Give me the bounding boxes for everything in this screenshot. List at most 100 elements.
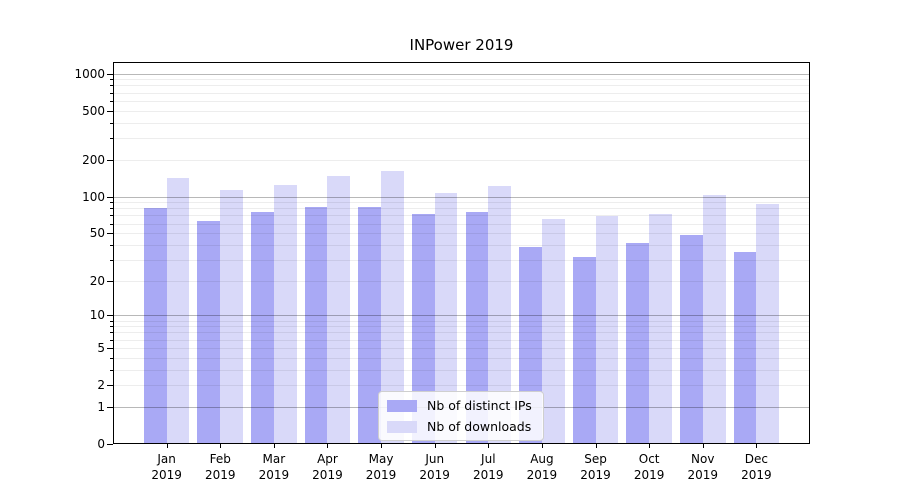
bar-nb-of-distinct-ips-apr bbox=[304, 207, 328, 443]
y-minor-tick-mark bbox=[110, 223, 113, 225]
bar-nb-of-downloads-aug bbox=[541, 219, 565, 443]
x-tick-month: Dec bbox=[744, 452, 768, 466]
x-tick-mark bbox=[649, 444, 651, 448]
y-tick-label: 0 bbox=[97, 437, 105, 451]
x-tick-label-may: May 2019 bbox=[351, 451, 411, 483]
y-tick-mark bbox=[107, 406, 113, 408]
y-minor-tick-mark bbox=[110, 357, 113, 359]
y-tick-label: 5 bbox=[97, 340, 105, 355]
y-minor-tick-mark bbox=[110, 369, 113, 371]
x-tick-month: Apr bbox=[317, 452, 338, 466]
bar-nb-of-downloads-oct bbox=[649, 213, 672, 443]
y-minor-tick-mark bbox=[110, 208, 113, 210]
y-minor-tick-mark bbox=[110, 326, 113, 328]
x-tick-month: Jun bbox=[425, 452, 445, 466]
x-tick-label-nov: Nov 2019 bbox=[673, 451, 733, 483]
minor-gridline bbox=[114, 385, 809, 387]
x-tick-mark bbox=[381, 444, 383, 448]
x-tick-label-feb: Feb 2019 bbox=[190, 451, 250, 483]
x-tick-month: Oct bbox=[638, 452, 660, 466]
y-tick-mark bbox=[107, 73, 113, 75]
bar-nb-of-distinct-ips-jun bbox=[411, 213, 435, 443]
plot-area bbox=[113, 62, 810, 444]
major-gridline bbox=[114, 73, 809, 75]
bar-nb-of-distinct-ips-may bbox=[358, 206, 382, 443]
y-minor-tick-mark bbox=[110, 215, 113, 217]
x-tick-mark bbox=[756, 444, 758, 448]
y-tick-mark bbox=[107, 444, 113, 445]
bar-nb-of-downloads-feb bbox=[220, 190, 243, 443]
minor-gridline bbox=[114, 339, 809, 341]
y-minor-tick-mark bbox=[110, 280, 113, 282]
bar-nb-of-downloads-nov bbox=[702, 195, 726, 443]
minor-gridline bbox=[114, 92, 809, 94]
y-minor-tick-mark bbox=[110, 339, 113, 341]
x-tick-month: Jan bbox=[157, 452, 176, 466]
x-tick-label-dec: Dec 2019 bbox=[726, 451, 786, 483]
y-tick-label: 10 bbox=[89, 308, 105, 323]
y-minor-tick-mark bbox=[110, 385, 113, 387]
x-tick-mark bbox=[166, 444, 168, 448]
x-tick-label-mar: Mar 2019 bbox=[244, 451, 304, 483]
x-tick-year: 2019 bbox=[365, 468, 397, 482]
y-tick-label: 200 bbox=[82, 152, 105, 167]
bar-nb-of-distinct-ips-nov bbox=[679, 235, 703, 443]
y-minor-tick-mark bbox=[110, 332, 113, 334]
x-tick-month: Sep bbox=[584, 452, 607, 466]
x-tick-year: 2019 bbox=[473, 468, 504, 482]
y-tick-label: 50 bbox=[89, 226, 105, 241]
y-minor-tick-mark bbox=[110, 202, 113, 204]
x-tick-mark bbox=[220, 444, 222, 448]
minor-gridline bbox=[114, 85, 809, 87]
x-tick-month: May bbox=[368, 452, 394, 466]
x-tick-year: 2019 bbox=[151, 468, 182, 482]
bar-nb-of-distinct-ips-oct bbox=[626, 242, 650, 443]
y-minor-tick-mark bbox=[110, 347, 113, 349]
y-tick-label: 500 bbox=[82, 103, 105, 118]
legend-label-distinct-ips: Nb of distinct IPs bbox=[427, 398, 532, 413]
x-tick-label-jan: Jan 2019 bbox=[137, 451, 197, 483]
x-tick-label-oct: Oct 2019 bbox=[619, 451, 679, 483]
x-tick-label-apr: Apr 2019 bbox=[297, 451, 357, 483]
bar-nb-of-distinct-ips-jul bbox=[465, 212, 489, 443]
minor-gridline bbox=[114, 347, 809, 349]
y-minor-tick-mark bbox=[110, 320, 113, 322]
minor-gridline bbox=[114, 137, 809, 139]
y-tick-label: 1000 bbox=[74, 66, 105, 81]
bar-nb-of-downloads-jan bbox=[166, 178, 190, 443]
y-minor-tick-mark bbox=[110, 259, 113, 261]
major-gridline bbox=[114, 196, 809, 198]
x-tick-month: Nov bbox=[691, 452, 715, 466]
minor-gridline bbox=[114, 223, 809, 225]
y-minor-tick-mark bbox=[110, 110, 113, 112]
bar-nb-of-downloads-may bbox=[381, 170, 404, 443]
x-tick-label-jul: Jul 2019 bbox=[458, 451, 518, 483]
x-tick-year: 2019 bbox=[419, 468, 450, 482]
minor-gridline bbox=[114, 326, 809, 328]
minor-gridline bbox=[114, 233, 809, 235]
bar-nb-of-distinct-ips-dec bbox=[733, 252, 757, 443]
y-tick-label: 100 bbox=[82, 189, 105, 204]
y-minor-tick-mark bbox=[110, 122, 113, 124]
y-minor-tick-mark bbox=[110, 100, 113, 102]
x-tick-mark bbox=[273, 444, 275, 448]
x-tick-month: Mar bbox=[262, 452, 286, 466]
minor-gridline bbox=[114, 332, 809, 334]
minor-gridline bbox=[114, 215, 809, 217]
x-tick-mark bbox=[434, 444, 436, 448]
x-tick-label-sep: Sep 2019 bbox=[566, 451, 626, 483]
bar-nb-of-downloads-mar bbox=[273, 185, 297, 443]
minor-gridline bbox=[114, 369, 809, 371]
y-tick-label: 2 bbox=[97, 378, 105, 393]
legend-swatch-downloads bbox=[387, 420, 417, 433]
bar-nb-of-distinct-ips-feb bbox=[197, 220, 221, 443]
x-tick-mark bbox=[488, 444, 490, 448]
minor-gridline bbox=[114, 79, 809, 81]
y-minor-tick-mark bbox=[110, 79, 113, 81]
minor-gridline bbox=[114, 159, 809, 161]
x-tick-mark bbox=[595, 444, 597, 448]
bar-nb-of-distinct-ips-mar bbox=[251, 212, 274, 443]
minor-gridline bbox=[114, 259, 809, 261]
x-tick-year: 2019 bbox=[687, 468, 719, 482]
